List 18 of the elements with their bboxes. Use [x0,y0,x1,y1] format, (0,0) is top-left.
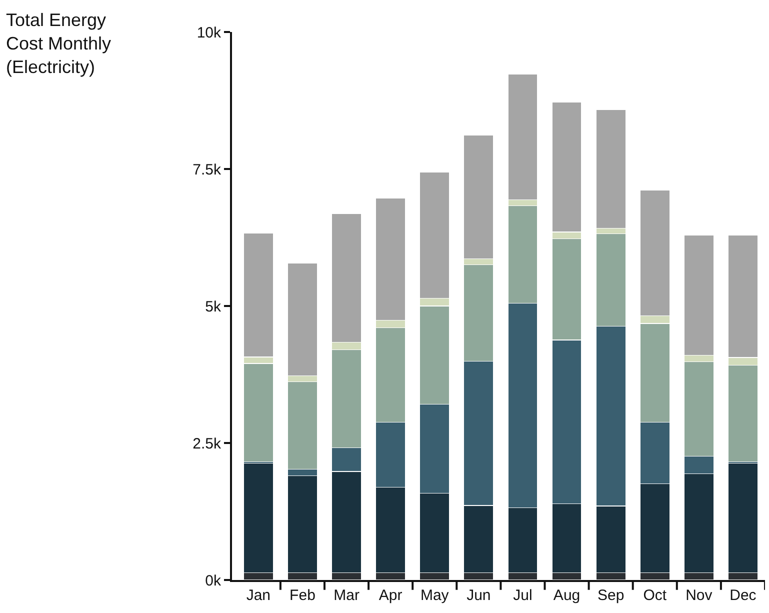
text: Total Energy Cost Monthly (Electricity) [6,10,112,77]
x-tick-label: May [420,587,450,604]
x-tick-label: Jun [466,587,491,604]
x-tick-label: Jan [246,587,271,604]
x-tick-label: Oct [643,587,668,604]
x-tick-label: Apr [378,587,402,604]
y-tick-label: 5k [205,298,222,316]
x-tick-label: Feb [290,587,316,604]
x-tick-label: Sep [597,587,624,604]
x-tick-label: Dec [730,587,757,604]
y-tick-label: 7.5k [192,161,222,178]
y-tick-label: 10k [196,24,222,42]
x-tick-label: Mar [334,587,360,604]
x-tick-label: Nov [686,587,713,604]
y-tick-label: 0k [205,572,222,590]
x-tick-label: Aug [553,587,580,604]
x-tick-label: Jul [513,587,532,604]
y-tick-label: 2.5k [192,435,222,452]
